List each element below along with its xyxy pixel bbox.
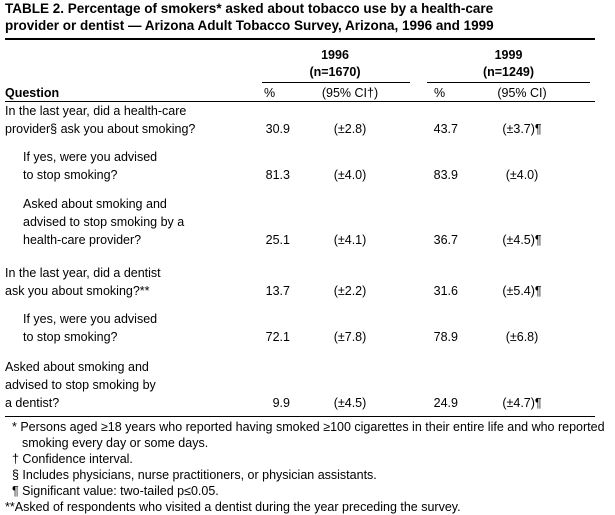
footnote: ¶ Significant value: two-tailed p≤0.05. <box>12 484 219 498</box>
question-line: In the last year, did a health-care <box>5 104 187 118</box>
question-line: In the last year, did a dentist <box>5 266 161 280</box>
rule <box>427 82 590 83</box>
question-line: to stop smoking? <box>23 330 118 344</box>
cell: 30.9 <box>265 122 290 136</box>
cell: 81.3 <box>265 168 290 182</box>
cell: 31.6 <box>433 284 458 298</box>
cell: (±4.1) <box>333 233 367 247</box>
question-line: Asked about smoking and <box>23 197 167 211</box>
cell: (±5.4)¶ <box>502 284 542 298</box>
cell: (±6.8) <box>505 330 539 344</box>
cell: 13.7 <box>265 284 290 298</box>
group-year: 1996 <box>321 48 349 62</box>
footnote: § Includes physicians, nurse practitione… <box>12 468 377 482</box>
cell: (±4.0) <box>505 168 539 182</box>
cell: (±4.5) <box>333 396 367 410</box>
cell: 72.1 <box>265 330 290 344</box>
question-line: advised to stop smoking by <box>5 378 156 392</box>
title-line: provider or dentist — Arizona Adult Toba… <box>5 18 494 33</box>
group-n: (n=1249) <box>482 65 535 79</box>
cell: 83.9 <box>433 168 458 182</box>
rule <box>5 416 595 417</box>
header-cell: % <box>434 86 446 100</box>
header-cell: % <box>264 86 276 100</box>
group-year: 1999 <box>494 48 523 62</box>
question-line: If yes, were you advised <box>23 312 158 326</box>
question-line: Asked about smoking and <box>5 360 149 374</box>
footnote: **Asked of respondents who visited a den… <box>5 500 461 514</box>
header-cell: (95% CI) <box>497 86 547 100</box>
cell: (±7.8) <box>333 330 367 344</box>
cell: (±4.5)¶ <box>502 233 542 247</box>
cell: 24.9 <box>433 396 458 410</box>
title-line: TABLE 2. Percentage of smokers* asked ab… <box>5 1 494 16</box>
cell: (±3.7)¶ <box>502 122 542 136</box>
cell: 9.9 <box>272 396 290 410</box>
footnote: * Persons aged ≥18 years who reported ha… <box>12 420 605 450</box>
question-line: If yes, were you advised <box>23 150 158 164</box>
header-cell: Question <box>5 86 60 100</box>
question-line: ask you about smoking?** <box>5 284 150 298</box>
cell: 78.9 <box>433 330 458 344</box>
rule <box>5 101 595 102</box>
cell: 25.1 <box>265 233 290 247</box>
cell: 43.7 <box>433 122 458 136</box>
footnote: † Confidence interval. <box>12 452 133 466</box>
cell: 36.7 <box>433 233 458 247</box>
rule <box>5 38 595 40</box>
cell: (±2.2) <box>333 284 367 298</box>
cell: (±4.0) <box>333 168 367 182</box>
rule <box>262 82 410 83</box>
cell: (±2.8) <box>333 122 367 136</box>
question-line: advised to stop smoking by a <box>23 215 185 229</box>
question-line: health-care provider? <box>23 233 142 247</box>
group-n: (n=1670) <box>309 65 361 79</box>
question-line: a dentist? <box>5 396 60 410</box>
cell: (±4.7)¶ <box>502 396 542 410</box>
question-line: to stop smoking? <box>23 168 118 182</box>
question-line: provider§ ask you about smoking? <box>5 122 196 136</box>
header-cell: (95% CI†) <box>321 86 379 100</box>
